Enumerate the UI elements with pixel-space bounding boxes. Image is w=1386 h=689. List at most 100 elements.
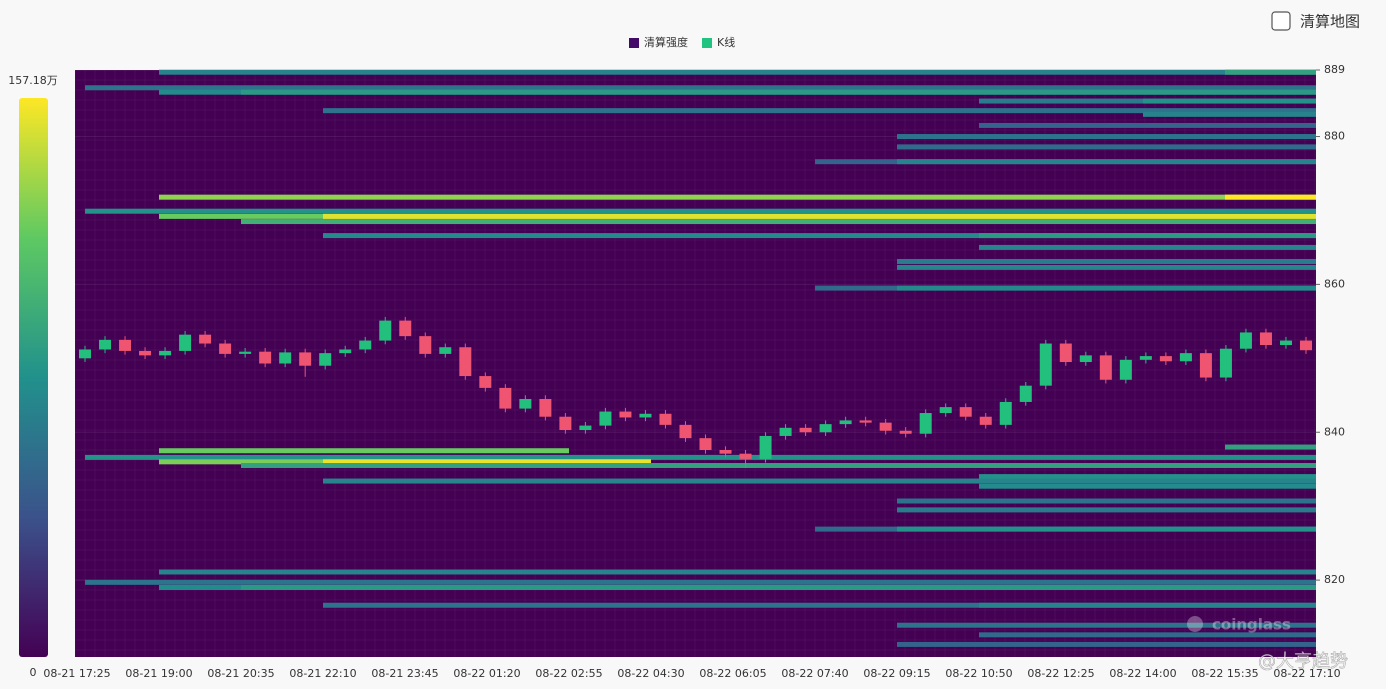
x-tick-label: 08-21 23:45 — [371, 667, 438, 680]
candle-body — [299, 352, 312, 366]
candle-body — [639, 413, 652, 418]
heat-band — [241, 463, 1316, 469]
x-tick-label: 08-22 14:00 — [1109, 667, 1176, 680]
heat-band — [85, 208, 1316, 214]
candle-body — [399, 320, 412, 337]
watermark: @大亨趋势 — [1258, 651, 1348, 672]
heat-band — [323, 108, 1316, 114]
candle-body — [159, 350, 172, 356]
heat-band — [323, 478, 1316, 484]
heat-band — [159, 448, 569, 454]
heat-band — [1225, 194, 1316, 200]
candle-body — [1219, 348, 1232, 378]
candle-body — [519, 398, 532, 409]
x-tick-label: 08-22 07:40 — [781, 667, 848, 680]
heat-band — [979, 244, 1316, 250]
candle-body — [119, 339, 132, 351]
legend-label: K线 — [717, 35, 735, 49]
heat-band — [979, 483, 1316, 489]
candle-body — [819, 424, 832, 433]
watermark: coinglass — [1212, 616, 1291, 634]
candle-body — [359, 340, 372, 350]
candle-body — [539, 398, 552, 417]
y-tick-label: 880 — [1324, 130, 1345, 143]
heat-band — [241, 219, 1316, 225]
candle-body — [79, 349, 92, 359]
candle-body — [1299, 340, 1312, 351]
candle-body — [859, 420, 872, 423]
heat-band — [323, 602, 1316, 608]
heat-band — [897, 526, 1316, 532]
heat-band — [897, 622, 1316, 628]
toggle-checkbox[interactable] — [1271, 11, 1291, 31]
heat-band — [323, 213, 1316, 219]
x-tick-label: 08-22 17:10 — [1273, 667, 1340, 680]
candle-body — [219, 343, 232, 354]
candle-body — [279, 352, 292, 364]
candle-body — [1259, 332, 1272, 346]
candle-body — [379, 320, 392, 341]
candle-body — [259, 351, 272, 364]
candle-body — [1119, 359, 1132, 380]
legend-label: 清算强度 — [644, 35, 688, 49]
candle-body — [439, 347, 452, 354]
heat-band — [85, 454, 1316, 460]
x-tick-label: 08-22 02:55 — [535, 667, 602, 680]
candle-body — [959, 407, 972, 417]
candle-body — [1239, 332, 1252, 349]
y-tick-label: 860 — [1324, 277, 1345, 290]
candle-body — [559, 416, 572, 431]
candle-body — [919, 413, 932, 434]
heat-band — [323, 233, 1316, 239]
candle-body — [699, 438, 712, 450]
x-tick-label: 08-22 09:15 — [863, 667, 930, 680]
heat-band — [241, 89, 1316, 95]
candle-body — [1099, 355, 1112, 380]
heat-band — [159, 194, 1316, 200]
legend-swatch — [702, 38, 712, 48]
candle-body — [1199, 353, 1212, 378]
heat-band — [897, 285, 1316, 291]
heat-band — [897, 258, 1316, 264]
heat-band — [897, 264, 1316, 270]
candle-body — [139, 350, 152, 356]
heat-band — [979, 122, 1316, 128]
colorbar-label: 157.18万 — [8, 74, 58, 87]
candle-body — [899, 430, 912, 434]
heat-band — [897, 144, 1316, 150]
candle-body — [1079, 355, 1092, 363]
x-tick-label: 08-21 17:25 — [43, 667, 110, 680]
watermark-icon — [1187, 616, 1203, 632]
x-tick-label: 08-21 19:00 — [125, 667, 192, 680]
x-tick-label: 08-22 15:35 — [1191, 667, 1258, 680]
candle-body — [599, 411, 612, 426]
x-tick-label: 08-22 12:25 — [1027, 667, 1094, 680]
heat-band — [1225, 69, 1316, 75]
candle-body — [199, 334, 212, 344]
candle-body — [239, 351, 252, 354]
heat-band — [897, 507, 1316, 513]
heat-band — [1143, 98, 1316, 104]
candle-body — [419, 336, 432, 354]
heat-band — [323, 459, 651, 465]
heat-band — [979, 233, 1316, 239]
x-tick-label: 08-21 20:35 — [207, 667, 274, 680]
heat-band — [897, 498, 1316, 504]
candle-body — [619, 411, 632, 418]
heat-band — [1225, 444, 1316, 450]
candle-body — [839, 420, 852, 425]
heat-band — [85, 85, 1316, 91]
toggle-label[interactable]: 清算地图 — [1300, 13, 1360, 31]
legend-swatch — [629, 38, 639, 48]
candle-body — [999, 401, 1012, 425]
candle-body — [1279, 340, 1292, 346]
candle-body — [799, 427, 812, 433]
candle-body — [739, 453, 752, 459]
candle-body — [179, 334, 192, 351]
candle-body — [979, 416, 992, 425]
x-tick-label: 08-22 10:50 — [945, 667, 1012, 680]
candle-body — [1039, 343, 1052, 386]
candle-body — [939, 407, 952, 414]
x-tick-label: 08-21 22:10 — [289, 667, 356, 680]
